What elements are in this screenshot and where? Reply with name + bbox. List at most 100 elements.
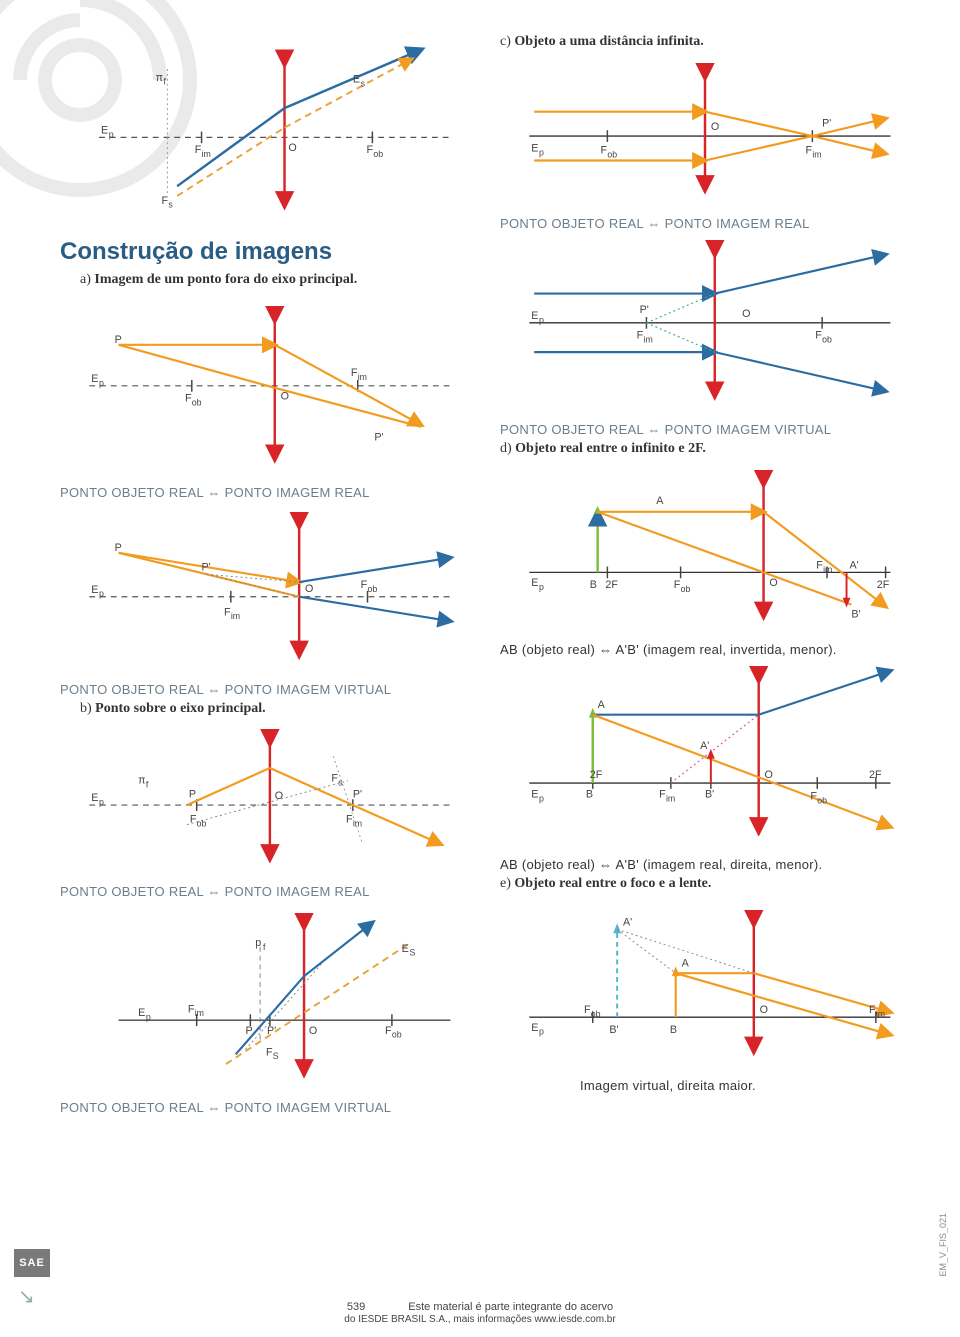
svg-text:f: f — [163, 77, 166, 87]
svg-text:O: O — [765, 769, 773, 781]
svg-text:O: O — [769, 577, 777, 589]
diagram-c2: Ep P' Fim O Fob — [500, 235, 910, 401]
svg-text:A': A' — [700, 740, 709, 752]
svg-text:s: s — [168, 200, 173, 210]
svg-text:p: p — [539, 582, 544, 592]
svg-text:O: O — [742, 308, 750, 320]
diagram-a1: P Ep Fob O Fim P' — [60, 298, 470, 464]
svg-text:B: B — [590, 579, 597, 591]
svg-text:ob: ob — [607, 150, 617, 160]
cap-c2: PONTO OBJETO REAL ⇔ PONTO IMAGEM VIRTUAL — [500, 422, 910, 437]
svg-text:f: f — [263, 942, 266, 952]
svg-text:p: p — [539, 148, 544, 158]
svg-text:2F: 2F — [869, 769, 882, 781]
svg-text:O: O — [711, 121, 719, 133]
svg-text:O: O — [281, 391, 289, 403]
svg-text:s: s — [338, 777, 343, 787]
svg-text:p: p — [146, 1012, 151, 1022]
cap-a2: PONTO OBJETO REAL ⇔ PONTO IMAGEM VIRTUAL — [60, 682, 470, 697]
svg-text:2F: 2F — [590, 769, 603, 781]
section-e: e) Objeto real entre o foco e a lente. — [500, 876, 910, 892]
svg-text:B': B' — [609, 1024, 618, 1036]
svg-text:ob: ob — [192, 398, 202, 408]
svg-text:A: A — [598, 699, 606, 711]
heading-construcao: Construção de imagens — [60, 238, 470, 266]
svg-text:π: π — [138, 774, 145, 786]
svg-text:P': P' — [822, 117, 831, 129]
svg-text:im: im — [812, 150, 821, 160]
svg-text:p: p — [539, 315, 544, 325]
svg-text:A': A' — [623, 917, 632, 929]
diagram-d1: A Ep B 2F Fob O Fim A' 2F B' — [500, 465, 910, 621]
svg-text:E: E — [531, 310, 538, 322]
svg-text:ob: ob — [373, 149, 383, 159]
svg-text:E: E — [91, 792, 98, 804]
svg-text:p: p — [99, 589, 104, 599]
diagram-intro-lens: πf Es Ep Fim O Fob Fs — [60, 30, 470, 215]
svg-text:B: B — [586, 788, 593, 800]
svg-text:P': P' — [640, 304, 649, 316]
footer-line2: do IESDE BRASIL S.A., mais informações w… — [344, 1314, 615, 1325]
svg-text:O: O — [309, 1025, 317, 1037]
svg-text:A: A — [656, 495, 664, 507]
svg-text:P': P' — [202, 562, 211, 574]
diagram-b1: πf Ep P Fob O Fs P' Fim — [60, 727, 470, 864]
svg-text:S: S — [273, 1051, 279, 1061]
cap-b2: PONTO OBJETO REAL ⇔ PONTO IMAGEM VIRTUAL — [60, 1100, 470, 1115]
svg-text:p: p — [99, 378, 104, 388]
svg-text:s: s — [361, 79, 366, 89]
svg-text:p: p — [255, 937, 261, 949]
svg-text:ob: ob — [591, 1010, 601, 1020]
svg-text:ob: ob — [822, 334, 832, 344]
svg-text:im: im — [823, 564, 832, 574]
diagram-e: A' A Ep Fob B' B O Fim — [500, 900, 910, 1056]
section-c: c) Objeto a uma distância infinita. — [500, 34, 910, 50]
svg-text:P: P — [115, 542, 122, 554]
section-a: a) Imagem de um ponto fora do eixo princ… — [80, 272, 470, 288]
svg-text:O: O — [275, 790, 283, 802]
sae-logo: SAE — [14, 1249, 50, 1277]
svg-text:im: im — [202, 149, 211, 159]
diagram-b2: pf ES Ep Fim P P' O Fob FS — [60, 903, 470, 1079]
svg-text:E: E — [101, 124, 108, 136]
diagram-d2: A A' Ep B 2F Fim B' O Fob 2F — [500, 661, 910, 837]
diagram-c: Ep Fob O P' Fim — [500, 58, 910, 195]
svg-text:2F: 2F — [877, 579, 890, 591]
svg-text:im: im — [666, 793, 675, 803]
svg-text:E: E — [531, 143, 538, 155]
section-b: b) Ponto sobre o eixo principal. — [80, 701, 470, 717]
svg-text:ob: ob — [392, 1030, 402, 1040]
ab-cap-2: AB (objeto real) ⇔ A'B' (imagem real, di… — [500, 857, 910, 872]
svg-text:O: O — [288, 142, 296, 154]
svg-text:ob: ob — [197, 818, 207, 828]
svg-text:π: π — [156, 72, 163, 84]
svg-text:im: im — [353, 818, 362, 828]
svg-text:B': B' — [705, 788, 714, 800]
svg-text:E: E — [91, 373, 98, 385]
ab-cap-1: AB (objeto real) ⇔ A'B' (imagem real, in… — [500, 642, 910, 657]
svg-text:im: im — [195, 1008, 204, 1018]
svg-text:f: f — [146, 779, 149, 789]
svg-text:E: E — [138, 1007, 145, 1019]
svg-text:p: p — [539, 1027, 544, 1037]
svg-text:E: E — [531, 577, 538, 589]
svg-text:ob: ob — [681, 583, 691, 593]
diagram-a2: P P' Ep Fim O Fob — [60, 504, 470, 660]
svg-text:2F: 2F — [605, 579, 618, 591]
svg-text:P': P' — [267, 1025, 276, 1037]
svg-text:im: im — [644, 334, 653, 344]
svg-text:ob: ob — [367, 584, 377, 594]
cap-a1: PONTO OBJETO REAL ⇔ PONTO IMAGEM REAL — [60, 485, 470, 500]
img-virtual-cap: Imagem virtual, direita maior. — [580, 1078, 910, 1093]
svg-text:E: E — [531, 788, 538, 800]
svg-text:S: S — [409, 948, 415, 958]
footer-line1: Este material é parte integrante do acer… — [408, 1301, 613, 1313]
svg-text:A': A' — [849, 559, 858, 571]
svg-text:A: A — [682, 958, 690, 970]
svg-text:im: im — [876, 1010, 885, 1020]
svg-text:im: im — [231, 612, 240, 622]
side-code: EM_V_FIS_021 — [938, 1213, 948, 1277]
svg-text:p: p — [99, 797, 104, 807]
svg-text:E: E — [402, 943, 409, 955]
svg-text:P': P' — [353, 788, 362, 800]
